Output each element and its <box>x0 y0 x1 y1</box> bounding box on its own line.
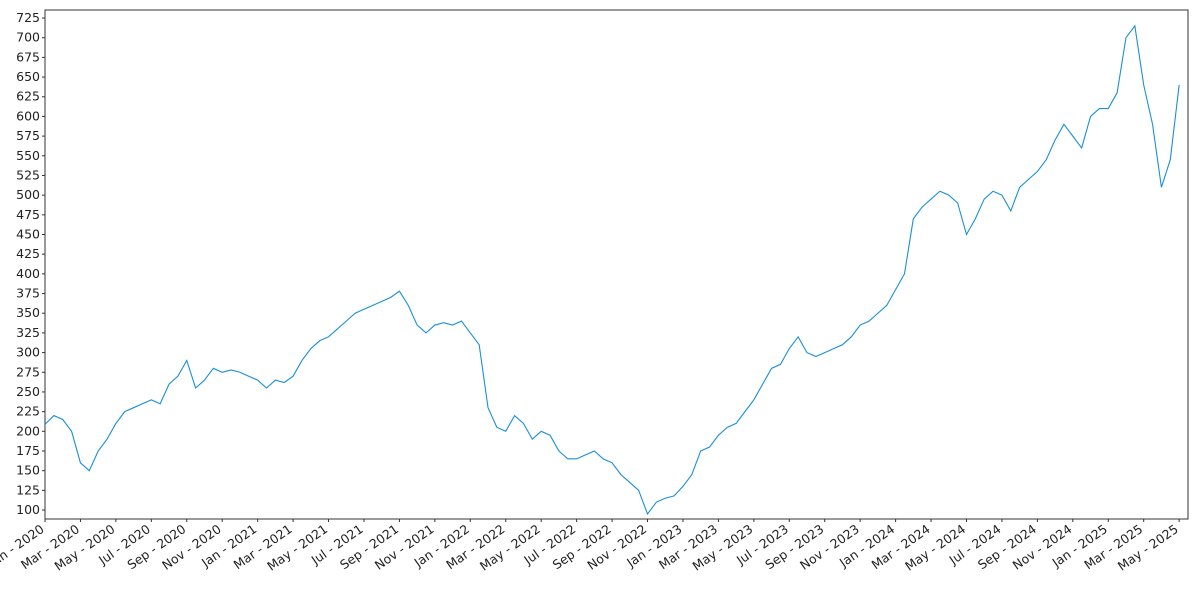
y-tick-label: 275 <box>16 364 40 379</box>
y-tick-label: 125 <box>16 482 40 497</box>
y-tick-label: 700 <box>16 30 40 45</box>
y-tick-label: 600 <box>16 108 40 123</box>
y-tick-label: 475 <box>16 207 40 222</box>
y-tick-label: 725 <box>16 10 40 25</box>
y-tick-label: 500 <box>16 187 40 202</box>
y-tick-label: 250 <box>16 384 40 399</box>
data-line <box>44 24 1180 516</box>
plot-frame <box>44 9 1189 520</box>
y-tick-label: 650 <box>16 69 40 84</box>
y-tick-label: 450 <box>16 227 40 242</box>
y-tick-label: 625 <box>16 89 40 104</box>
y-tick-label: 100 <box>16 502 40 517</box>
y-tick-label: 200 <box>16 423 40 438</box>
y-tick-label: 375 <box>16 286 40 301</box>
y-tick-label: 525 <box>16 167 40 182</box>
y-tick-label: 350 <box>16 305 40 320</box>
y-tick-label: 300 <box>16 345 40 360</box>
y-tick-label: 550 <box>16 148 40 163</box>
y-tick-label: 325 <box>16 325 40 340</box>
y-tick-label: 400 <box>16 266 40 281</box>
y-tick-label: 150 <box>16 463 40 478</box>
y-tick-label: 575 <box>16 128 40 143</box>
y-tick-label: 175 <box>16 443 40 458</box>
y-tick-label: 225 <box>16 404 40 419</box>
y-tick-label: 425 <box>16 246 40 261</box>
y-tick-label: 675 <box>16 49 40 64</box>
